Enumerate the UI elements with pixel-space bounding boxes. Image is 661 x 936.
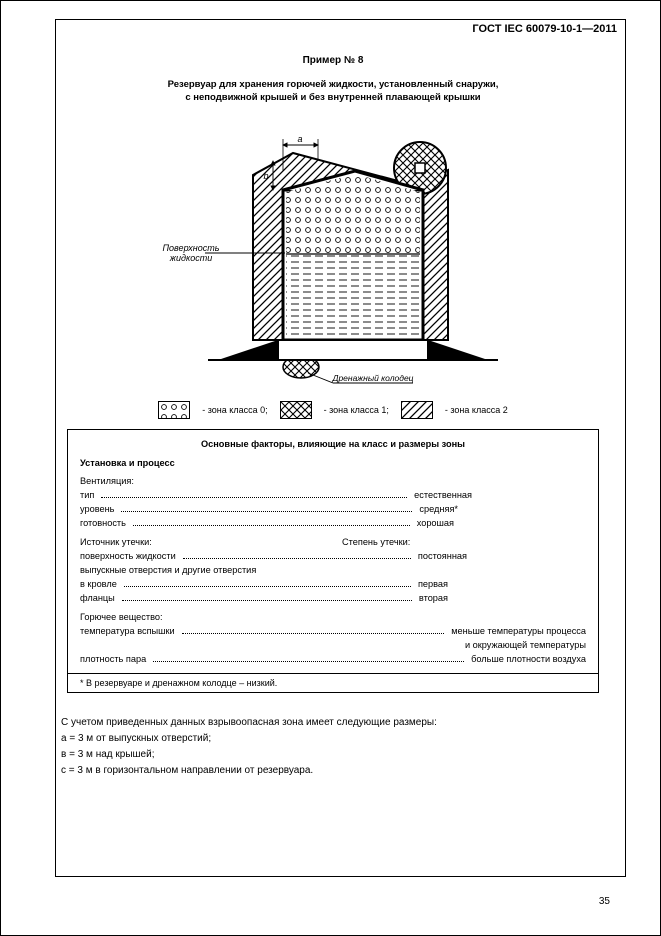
content-frame — [55, 19, 626, 877]
page: ГОСТ IEC 60079-10-1—2011 Пример № 8 Резе… — [0, 0, 661, 936]
page-number: 35 — [599, 896, 610, 907]
